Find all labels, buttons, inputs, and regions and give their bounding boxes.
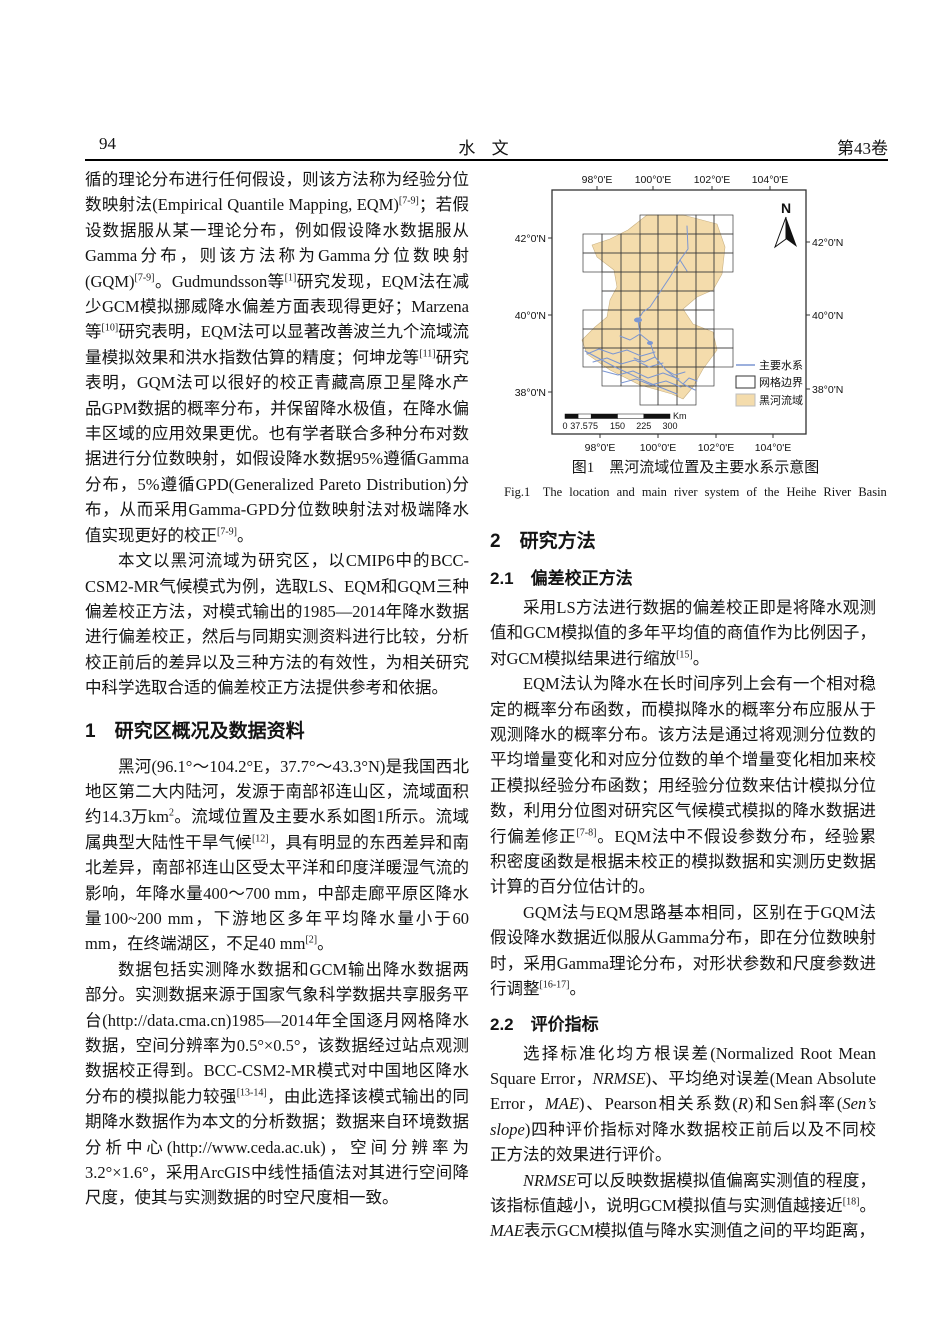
legend-item-basin: 黑河流域: [735, 393, 803, 407]
scale-label: 150: [610, 421, 625, 431]
north-arrow-icon: N: [773, 200, 797, 249]
citation-ref: [7-9]: [398, 195, 419, 207]
citation-ref: 2: [169, 807, 174, 819]
grid-box-icon: [735, 375, 756, 389]
legend-label: 黑河流域: [759, 393, 803, 407]
scale-bar: 0 37.5 75 150 225 300 Km: [562, 411, 686, 431]
citation-ref: [1]: [284, 272, 297, 284]
map-frame: [551, 189, 807, 435]
citation-ref: [7-8]: [576, 827, 597, 839]
section-heading: 2 研究方法: [490, 531, 596, 552]
axis-label: 100°0'E: [640, 442, 677, 454]
citation-ref: [7-9]: [134, 272, 155, 284]
paragraph: GQM法与EQM思路基本相同，区别在于GQM法假设降水数据近似服从Gamma分布…: [490, 902, 876, 999]
axis-label: 98°0'E: [585, 442, 616, 454]
paragraph: 黑河(96.1°～104.2°E，37.7°～43.3°N)是我国西北地区第二大…: [85, 756, 470, 954]
scale-label: 0: [562, 421, 567, 431]
figure-caption-zh: 图1 黑河流域位置及主要水系示意图: [571, 460, 820, 476]
citation-ref: [2]: [305, 934, 318, 946]
right-axis-labels: 42°0'N 40°0'N 38°0'N: [806, 237, 843, 396]
scale-label: 75: [588, 421, 598, 431]
paragraph: 本文以黑河流域为研究区，以CMIP6中的BCC-CSM2-MR气候模式为例，选取…: [85, 551, 469, 698]
figure-map: 98°0'E 100°0'E 102°0'E 104°0'E 42°0'N 40…: [503, 165, 888, 511]
heihe-basin-map: 98°0'E 100°0'E 102°0'E 104°0'E 42°0'N 40…: [515, 174, 844, 454]
citation-ref: [7-9]: [217, 526, 237, 538]
paragraph: EQM法认为降水在长时间序列上会有一个相对稳定的概率分布函数，而模拟降水的概率分…: [490, 674, 877, 897]
scale-label: 37.5: [570, 421, 588, 431]
grid-cells: [582, 214, 734, 406]
section-heading: 2.1 偏差校正方法: [490, 569, 633, 588]
right-column: 2 研究方法 2.1 偏差校正方法采用LS方法进行数据的偏差校正即是将降水观测值和…: [490, 511, 876, 1244]
basin-box-icon: [735, 393, 756, 407]
citation-ref: [18]: [842, 1196, 860, 1208]
axis-label: 104°0'E: [755, 442, 792, 454]
header-rule: [85, 159, 888, 161]
paragraph: 数据包括实测降水数据和GCM输出降水数据两部分。实测数据来源于国家气象科学数据共…: [85, 959, 470, 1208]
legend-item-rivers: 主要水系: [736, 359, 803, 372]
axis-label: 40°0'N: [812, 310, 843, 322]
axis-label: 38°0'N: [812, 384, 843, 396]
citation-ref: [11]: [419, 348, 436, 360]
river-network: [584, 225, 698, 395]
volume-label: 第43卷: [837, 139, 888, 158]
scale-label: 225: [636, 421, 651, 431]
grid-cell: [713, 328, 734, 349]
scale-unit: Km: [673, 411, 687, 421]
page-number: 94: [99, 134, 116, 153]
section-heading: 1 研究区概况及数据资料: [85, 720, 305, 742]
legend-label: 主要水系: [759, 359, 803, 372]
axis-label: 102°0'E: [694, 174, 731, 186]
axis-label: 98°0'E: [582, 174, 613, 186]
grid-cell: [695, 366, 715, 387]
reservoir: [634, 317, 642, 323]
axis-label: 42°0'N: [515, 233, 546, 245]
bottom-axis-labels: 98°0'E 100°0'E 102°0'E 104°0'E: [585, 434, 792, 454]
map-legend: 主要水系 网格边界 黑河流域: [735, 359, 803, 407]
paragraph: 选择标准化均方根误差(Normalized Root Mean Square E…: [490, 1043, 876, 1165]
figure-caption-en: Fig.1 The location and main river system…: [504, 485, 887, 499]
grid-cell: [713, 252, 734, 273]
citation-ref: [13-14]: [236, 1087, 267, 1099]
legend-label: 网格边界: [759, 375, 803, 389]
axis-label: 42°0'N: [812, 237, 843, 249]
scale-label: 300: [662, 421, 677, 431]
journal-title: 水 文: [458, 139, 515, 158]
axis-label: 104°0'E: [752, 174, 789, 186]
section-heading: 2.2 评价指标: [490, 1014, 599, 1034]
paragraph: 循的理论分布进行任何假设，则该方法称为经验分位数映射法(Empirical Qu…: [85, 170, 470, 545]
axis-label: 102°0'E: [698, 442, 735, 454]
axis-label: 40°0'N: [515, 310, 546, 322]
reservoir: [647, 341, 653, 345]
axis-label: 38°0'N: [515, 387, 546, 399]
north-label: N: [781, 200, 791, 216]
paragraph: 采用LS方法进行数据的偏差校正即是将降水观测值和GCM模拟值的多年平均值的商值作…: [490, 598, 876, 668]
axis-label: 100°0'E: [635, 174, 672, 186]
left-axis-labels: 42°0'N 40°0'N 38°0'N: [515, 233, 552, 399]
citation-ref: [10]: [101, 322, 119, 334]
legend-item-grid: 网格边界: [735, 375, 803, 389]
grid-cell: [713, 347, 734, 368]
left-column: 循的理论分布进行任何假设，则该方法称为经验分位数映射法(Empirical Qu…: [85, 167, 469, 1211]
paragraph: NRMSE可以反映数据模拟值偏离实测值的程度，该指标值越小，说明GCM模拟值与实…: [490, 1170, 877, 1241]
citation-ref: [15]: [676, 649, 693, 661]
citation-ref: [12]: [251, 833, 269, 845]
running-head: 94 水 文 第43卷: [85, 134, 888, 158]
citation-ref: [16-17]: [539, 979, 570, 991]
top-axis-labels: 98°0'E 100°0'E 102°0'E 104°0'E: [582, 174, 789, 190]
